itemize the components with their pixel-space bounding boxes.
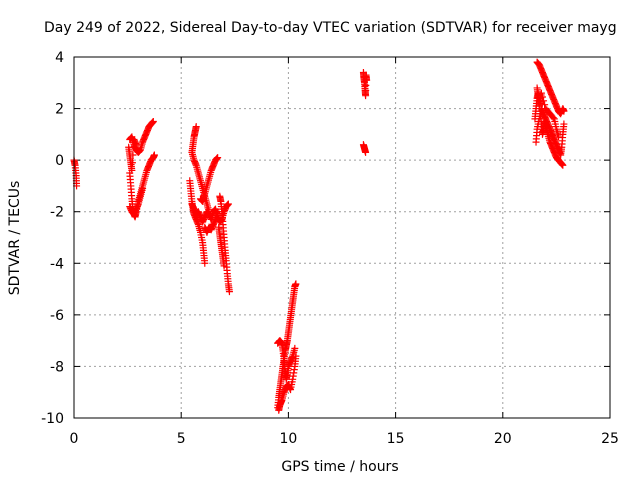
chart-title: Day 249 of 2022, Sidereal Day-to-day VTE…	[44, 20, 617, 36]
data-point	[363, 76, 371, 84]
y-tick-label: 4	[55, 50, 64, 66]
y-axis-label: SDTVAR / TECUs	[7, 181, 23, 296]
data-point	[201, 259, 209, 267]
data-point	[362, 148, 370, 156]
data-point	[128, 166, 136, 174]
y-tick-label: -6	[50, 308, 64, 324]
data-point	[132, 141, 140, 149]
data-point	[559, 161, 567, 169]
data-point	[540, 97, 548, 105]
data-point	[560, 107, 568, 115]
x-axis-label: GPS time / hours	[281, 459, 398, 475]
data-point	[214, 154, 222, 162]
axis-ticks: 0 5 10 15 20 25 -10 -8 -6 -4 -2 0 2 4	[41, 50, 619, 447]
data-point	[538, 93, 546, 101]
y-tick-label: 2	[55, 102, 64, 118]
x-tick-label: 5	[177, 431, 186, 447]
data-point	[129, 151, 137, 159]
data-point	[139, 185, 147, 193]
data-point	[225, 288, 233, 296]
data-point	[149, 117, 157, 125]
x-tick-label: 20	[494, 431, 512, 447]
data-points	[70, 58, 568, 414]
plot-frame	[73, 56, 611, 419]
data-point	[291, 344, 299, 352]
y-tick-label: -4	[50, 256, 64, 272]
data-point	[292, 280, 300, 288]
data-point	[555, 133, 563, 141]
x-tick-label: 10	[279, 431, 297, 447]
x-tick-label: 25	[601, 431, 619, 447]
x-tick-label: 15	[387, 431, 405, 447]
data-point	[549, 114, 557, 122]
data-point	[292, 352, 300, 360]
data-point	[220, 262, 228, 270]
y-tick-label: -10	[41, 411, 64, 427]
data-point	[128, 159, 136, 167]
data-point	[560, 120, 568, 128]
y-tick-label: 0	[55, 153, 64, 169]
y-tick-label: -8	[50, 359, 64, 375]
data-point	[224, 200, 232, 208]
y-tick-label: -2	[50, 205, 64, 221]
data-point	[541, 101, 549, 109]
grid	[74, 57, 610, 418]
data-point	[537, 89, 545, 97]
x-tick-label: 0	[70, 431, 79, 447]
data-point	[150, 151, 158, 159]
